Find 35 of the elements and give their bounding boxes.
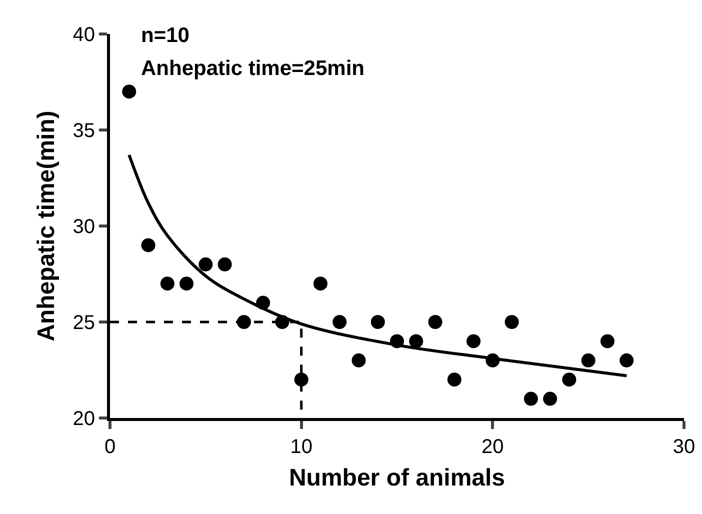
- x-tick-label: 0: [104, 436, 116, 458]
- point: [122, 84, 136, 99]
- y-tick-label: 30: [72, 216, 95, 238]
- point: [428, 315, 442, 329]
- y-tick-label: 25: [72, 312, 95, 334]
- point: [198, 257, 213, 272]
- annotation: Anhepatic time=25min: [141, 57, 364, 80]
- point: [180, 276, 194, 291]
- y-tick-label: 40: [72, 24, 95, 46]
- point: [352, 353, 366, 368]
- point: [313, 276, 328, 291]
- x-tick-label: 10: [290, 436, 312, 458]
- point: [562, 372, 576, 387]
- point: [370, 315, 385, 329]
- x-tick-label: 20: [482, 436, 504, 458]
- y-tick-label: 20: [72, 408, 95, 430]
- point: [600, 334, 614, 348]
- point: [141, 238, 156, 252]
- annotation: n=10: [141, 24, 190, 47]
- point: [160, 276, 174, 291]
- point: [332, 315, 347, 329]
- y-tick-label: 35: [72, 120, 95, 142]
- point: [543, 392, 558, 406]
- point: [447, 372, 462, 387]
- y-axis-title: Anhepatic time(min): [32, 110, 60, 342]
- point: [504, 315, 519, 329]
- point: [524, 392, 538, 406]
- point: [294, 372, 308, 387]
- x-tick-label: 30: [672, 436, 696, 458]
- point: [218, 257, 232, 272]
- point: [466, 334, 481, 348]
- point: [581, 353, 596, 368]
- point: [409, 334, 424, 348]
- x-axis-title: Number of animals: [288, 464, 506, 492]
- point: [620, 353, 634, 368]
